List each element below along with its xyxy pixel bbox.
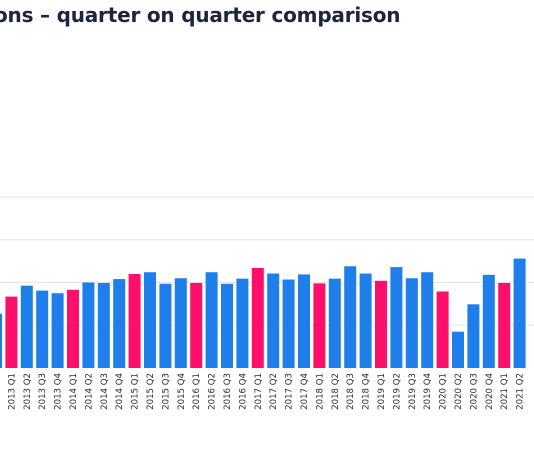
x-tick-label: 2015 Q1 <box>131 373 141 410</box>
bar-2013-q1 <box>5 296 18 368</box>
x-tick-label: 2017 Q4 <box>300 373 310 410</box>
x-tick-label: 2018 Q1 <box>315 373 325 410</box>
bar-2020-q1 <box>436 291 449 368</box>
bar-2013-q2 <box>20 285 33 368</box>
x-tick-label: 2016 Q4 <box>238 373 248 410</box>
bar-2020-q4 <box>482 274 495 369</box>
x-tick-label: 2014 Q1 <box>69 373 79 410</box>
x-tick-label: 2015 Q2 <box>146 373 156 410</box>
bar-2017-q3 <box>282 279 295 368</box>
bar-2018-q4 <box>359 273 372 368</box>
bar-2014-q1 <box>67 289 79 368</box>
x-tick-label: 2016 Q3 <box>223 373 233 410</box>
x-tick-label: 2019 Q1 <box>377 373 387 410</box>
x-tick-label: 2021 Q2 <box>516 373 526 410</box>
bar-2018-q3 <box>344 266 357 368</box>
bar-2021-q2 <box>513 258 526 368</box>
bar-2016-q2 <box>205 272 218 368</box>
bar-2019-q3 <box>405 278 418 369</box>
bar-2017-q4 <box>298 274 310 368</box>
x-tick-label: 2016 Q2 <box>208 373 218 410</box>
x-tick-label: 2021 Q1 <box>500 373 510 410</box>
x-tick-label: 2020 Q4 <box>485 373 495 410</box>
bar-2019-q2 <box>390 267 403 368</box>
bar-2015-q1 <box>128 273 141 368</box>
x-tick-label: 2013 Q3 <box>38 373 48 410</box>
bar-2018-q1 <box>313 283 326 368</box>
x-tick-label: 2019 Q2 <box>392 373 402 410</box>
x-tick-label: 2015 Q4 <box>177 373 187 410</box>
bar-2021-q1 <box>498 282 511 368</box>
bar-2014-q2 <box>82 282 95 368</box>
x-tick-label: 2019 Q3 <box>408 373 418 410</box>
x-tick-label: 2017 Q3 <box>285 373 295 410</box>
x-tick-label: 2015 Q3 <box>161 373 171 410</box>
chart-title: ons – quarter on quarter comparison <box>0 3 401 27</box>
bar-2020-q3 <box>467 304 480 368</box>
x-tick-label: 2018 Q4 <box>362 373 372 410</box>
bar-2017-q1 <box>251 267 264 368</box>
bar-2014-q4 <box>113 279 126 368</box>
x-tick-label: 2014 Q2 <box>84 373 94 410</box>
bar-2018-q2 <box>328 278 341 368</box>
x-tick-label: 2013 Q2 <box>23 373 33 410</box>
x-tick-label: 2014 Q3 <box>100 373 110 410</box>
x-tick-label: 2018 Q3 <box>346 373 356 410</box>
x-tick-label: 2018 Q2 <box>331 373 341 410</box>
x-tick-label: 2012 Q4 <box>0 373 2 410</box>
x-tick-label: 2016 Q1 <box>192 373 202 410</box>
x-tick-label: 2019 Q4 <box>423 373 433 410</box>
x-tick-label: 2014 Q4 <box>115 373 125 410</box>
x-tick-label: 2013 Q1 <box>7 373 17 410</box>
bar-2012-q4 <box>0 313 2 368</box>
bar-2013-q4 <box>51 293 64 368</box>
bar-2016-q3 <box>221 283 233 368</box>
bar-2016-q4 <box>236 278 249 368</box>
bar-2017-q2 <box>267 273 280 368</box>
x-tick-label: 2020 Q1 <box>439 373 449 410</box>
bar-2015-q2 <box>144 272 156 368</box>
bars <box>0 258 526 369</box>
gridlines <box>0 196 534 326</box>
bar-2019-q1 <box>375 280 387 368</box>
bar-2013-q3 <box>36 290 49 368</box>
bar-2020-q2 <box>452 331 464 368</box>
x-tick-label: 2020 Q2 <box>454 373 464 410</box>
x-tick-label: 2013 Q4 <box>54 373 64 410</box>
x-tick-labels: 2012 Q4 2013 Q1 2013 Q2 2013 Q3 2013 Q4 2014 … <box>0 373 526 410</box>
bar-2015-q4 <box>174 278 187 369</box>
x-tick-label: 2020 Q3 <box>469 373 479 410</box>
x-tick-label: 2017 Q2 <box>269 373 279 410</box>
bar-2014-q3 <box>97 282 110 368</box>
x-tick-label: 2017 Q1 <box>254 373 264 410</box>
bar-2015-q3 <box>159 283 172 368</box>
bar-2016-q1 <box>190 282 203 368</box>
bar-2019-q4 <box>421 272 434 368</box>
